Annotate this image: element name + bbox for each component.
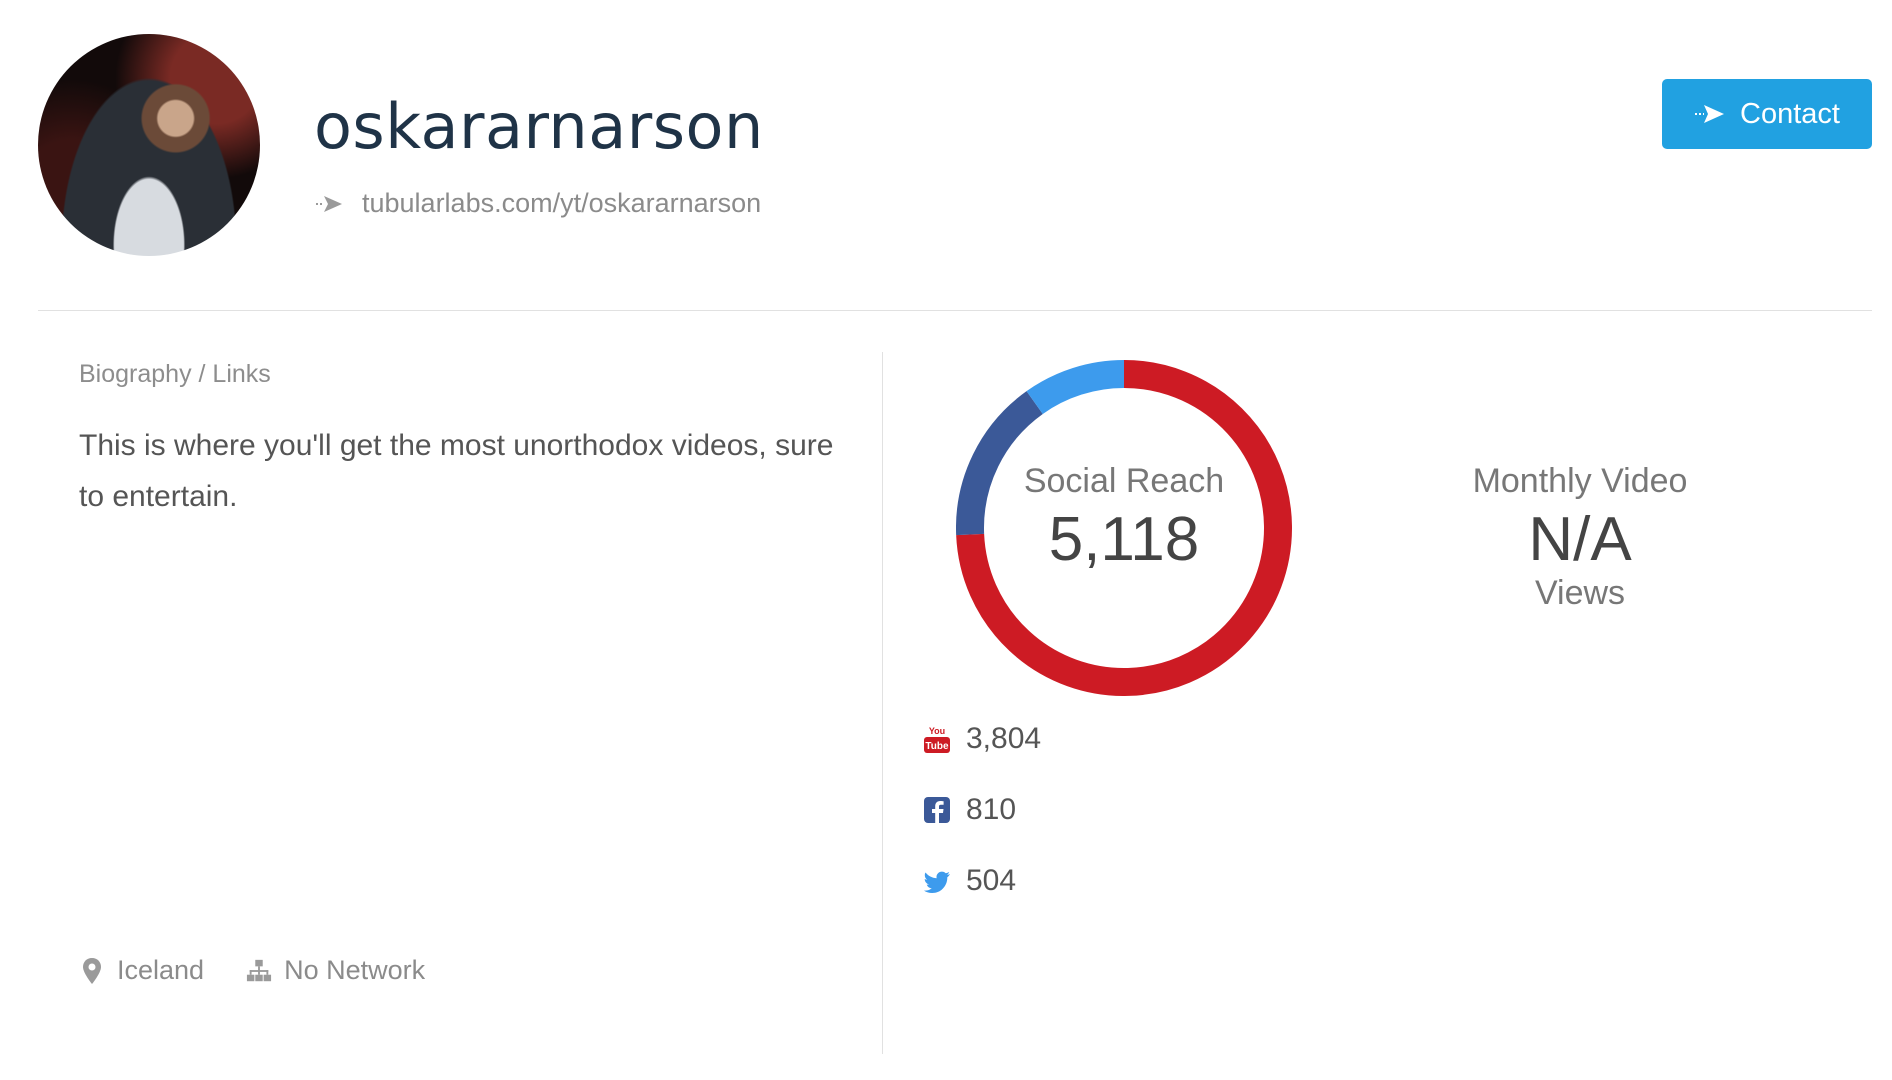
avatar [38,34,260,256]
twitter-count: 504 [966,864,1017,897]
contact-label: Contact [1740,97,1840,130]
social-reach-label: Social Reach [1023,462,1225,500]
biography-text: This is where you'll get the most unorth… [79,429,834,513]
column-divider [882,352,883,1054]
social-row-youtube: You Tube 3,804 [922,722,1041,756]
network-label: No Network [284,955,426,985]
youtube-count: 3,804 [966,722,1042,755]
facebook-icon [924,797,950,823]
youtube-icon: You Tube [924,725,950,753]
monthly-video-unit: Views [1534,574,1626,612]
arrow-right-icon [316,195,342,212]
map-pin-icon [83,957,101,984]
twitter-icon [923,871,950,893]
social-row-facebook: 810 [922,793,1041,827]
donut-segment-facebook [956,391,1044,536]
social-row-twitter: 504 [922,864,1041,898]
network-icon [247,959,272,981]
monthly-video-label: Monthly Video [1472,462,1688,500]
biography-title: Biography / Links [79,360,271,388]
svg-text:You: You [929,726,945,736]
profile-meta: Iceland No Network [79,955,467,986]
location-label: Iceland [117,955,205,985]
profile-handle: oskararnarson [314,90,764,163]
social-reach-value: 5,118 [1048,505,1200,574]
contact-button[interactable]: Contact [1662,79,1872,149]
donut-segment-youtube [956,360,1292,696]
network: No Network [246,955,425,986]
monthly-video-value: N/A [1528,505,1632,574]
profile-url[interactable]: tubularlabs.com/yt/oskararnarson [362,188,762,218]
arrow-right-icon [1695,105,1725,123]
facebook-count: 810 [966,793,1017,826]
profile-url-row[interactable]: tubularlabs.com/yt/oskararnarson [314,188,761,219]
svg-text:Tube: Tube [925,741,949,752]
donut-segment-twitter [1026,360,1125,415]
social-breakdown: You Tube 3,804 810 504 [922,722,1041,935]
location: Iceland [79,955,204,986]
social-reach-donut [956,360,1292,696]
header-divider [38,310,1872,311]
